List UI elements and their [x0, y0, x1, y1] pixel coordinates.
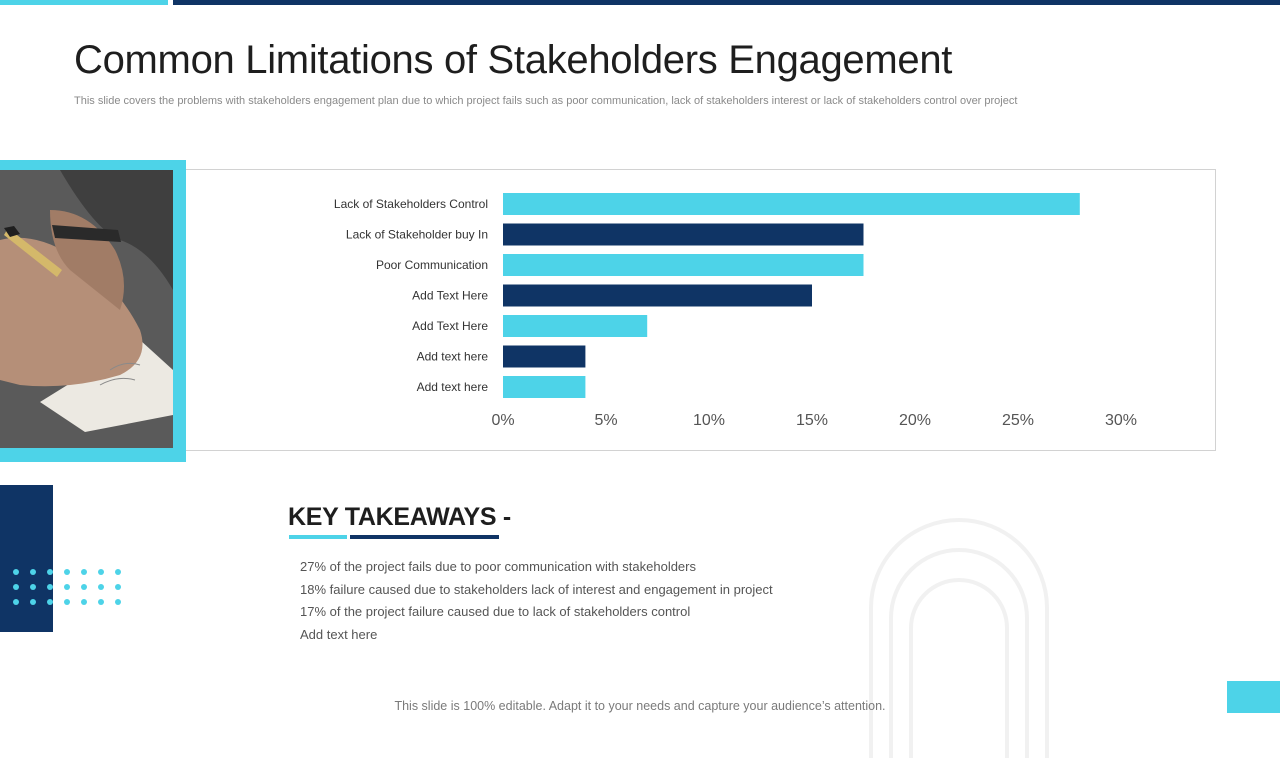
- category-label: Poor Communication: [376, 258, 488, 272]
- key-takeaways-list: 27% of the project fails due to poor com…: [300, 558, 773, 649]
- chart-box: [186, 169, 1216, 451]
- bar-4: [503, 284, 812, 307]
- decorative-dots: [13, 569, 121, 605]
- category-label: Add Text Here: [412, 289, 488, 303]
- category-label: Lack of Stakeholder buy In: [346, 228, 488, 242]
- footer-note: This slide is 100% editable. Adapt it to…: [394, 699, 886, 713]
- bar-chart: Lack of Stakeholders Control Lack of Stak…: [334, 193, 1137, 429]
- bar-6: [503, 345, 586, 368]
- takeaway-item: 18% failure caused due to stakeholders l…: [300, 581, 773, 597]
- takeaway-item: Add text here: [300, 627, 378, 643]
- x-tick-label: 15%: [796, 412, 828, 429]
- x-tick-label: 0%: [491, 412, 514, 429]
- x-tick-label: 30%: [1105, 412, 1137, 429]
- x-tick-label: 20%: [899, 412, 931, 429]
- bar-5: [503, 315, 648, 337]
- category-label: Lack of Stakeholders Control: [334, 197, 488, 211]
- x-tick-label: 25%: [1002, 412, 1034, 429]
- takeaway-item: 27% of the project fails due to poor com…: [300, 559, 696, 574]
- x-tick-label: 10%: [693, 412, 725, 429]
- slide-title: Common Limitations of Stakeholders Engag…: [74, 38, 953, 82]
- corner-accent-block: [1227, 681, 1280, 713]
- key-takeaways-heading: KEY TAKEAWAYS -: [288, 503, 511, 531]
- bar-2: [503, 223, 864, 246]
- decorative-arch: [869, 518, 1049, 758]
- heading-underline-light: [289, 535, 347, 539]
- writing-hand-photo: [0, 170, 173, 448]
- heading-underline-dark: [350, 535, 499, 539]
- bar-3: [503, 254, 864, 276]
- bar-7: [503, 376, 586, 398]
- category-label: Add text here: [417, 380, 489, 394]
- top-accent-bar-dark: [173, 0, 1280, 5]
- x-tick-label: 5%: [594, 412, 617, 429]
- slide-subtitle: This slide covers the problems with stak…: [74, 95, 1018, 107]
- top-accent-bar-light: [0, 0, 168, 5]
- decorative-block: [0, 485, 53, 632]
- category-label: Add Text Here: [412, 319, 488, 333]
- category-label: Add text here: [417, 350, 489, 364]
- takeaway-item: 17% of the project failure caused due to…: [300, 604, 691, 620]
- bar-1: [503, 193, 1080, 215]
